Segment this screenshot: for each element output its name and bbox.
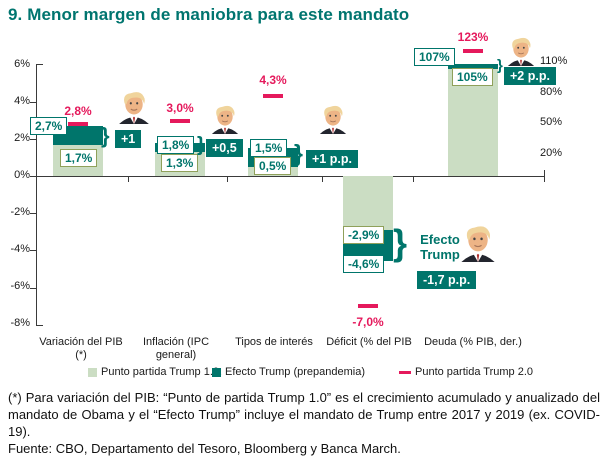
trump2-value-label: 4,3% (259, 73, 287, 87)
y-axis-tick-label: 2% (14, 132, 30, 144)
category-label-deficit: Déficit (% del PIB (326, 336, 412, 348)
value-box-light: -2,9% (343, 226, 385, 244)
trump-face-icon (119, 92, 149, 124)
left-axis-line (36, 64, 37, 326)
y-axis-right-tick-label: 50% (540, 116, 563, 128)
legend-item-trump1: Punto partida Trump 1.0. (88, 366, 222, 378)
footnote-text: (*) Para variación del PIB: “Punto de pa… (8, 390, 600, 440)
bar-punto-partida-deficit (343, 176, 393, 230)
y-axis-right-tick-label: 110% (540, 55, 568, 67)
effect-box: +1 p.p. (306, 150, 358, 168)
legend-swatch-pink-dash (399, 370, 411, 374)
trump2-marker-pib (68, 122, 88, 127)
left-axis-tick (30, 139, 36, 140)
left-axis-top-cap (36, 64, 43, 65)
legend-item-efecto: Efecto Trump (prepandemia) (212, 366, 365, 378)
category-tick (322, 176, 323, 182)
trump2-value-label: 123% (457, 30, 489, 44)
value-box-total: 1,5% (250, 139, 288, 157)
y-axis-right-tick-label: 80% (540, 86, 563, 98)
legend-swatch-light-green (88, 367, 97, 377)
category-label-deuda: Deuda (% PIB, der.) (424, 336, 522, 348)
effect-box: +2 p.p. (504, 67, 556, 85)
trump-face-icon (211, 105, 239, 134)
efecto-trump-annotation: Efecto Trump (420, 232, 460, 262)
trump2-marker-tipos (263, 94, 283, 99)
value-box-total: -4,6% (343, 255, 385, 273)
brace: } (497, 57, 503, 74)
y-axis-tick-label: 0% (14, 169, 30, 181)
y-axis-tick-label: 4% (14, 95, 30, 107)
value-box-total: 2,7% (30, 117, 68, 135)
trump2-marker-deuda (463, 48, 483, 53)
value-box-light: 1,7% (60, 149, 98, 167)
source-text: Fuente: CBO, Departamento del Tesoro, Bl… (8, 441, 401, 456)
value-box-light: 105% (452, 68, 493, 86)
trump2-marker-deficit (358, 303, 378, 308)
left-axis-tick (30, 102, 36, 103)
value-box-total: 1,8% (157, 136, 195, 154)
y-axis-tick-label: -4% (10, 243, 30, 255)
chart-title: 9. Menor margen de maniobra para este ma… (8, 5, 410, 24)
brace: } (393, 222, 408, 263)
category-tick (227, 176, 228, 182)
y-axis-right-tick-label: 20% (540, 147, 563, 159)
effect-box: +1 (115, 130, 142, 148)
category-label-tipos: Tipos de interés (235, 336, 313, 348)
bar-punto-partida-deuda (448, 69, 498, 176)
left-axis-tick (30, 176, 36, 177)
left-axis-tick (30, 213, 36, 214)
zero-baseline (36, 176, 545, 177)
legend-item-trump2: Punto partida Trump 2.0 (399, 366, 533, 378)
category-label-pib: Variación del PIB (*) (39, 336, 123, 362)
trump2-value-label: 2,8% (64, 104, 92, 118)
category-label-inflacion: Inflación (IPC general) (142, 336, 210, 362)
category-tick (413, 176, 414, 182)
category-tick (128, 176, 129, 182)
trump-face-icon (319, 105, 347, 134)
value-box-light: 1,3% (161, 154, 199, 172)
left-axis-tick (30, 288, 36, 289)
left-axis-tick (30, 250, 36, 251)
left-axis-bottom-cap (36, 325, 43, 326)
brace: } (197, 134, 205, 156)
trump2-value-label: 3,0% (166, 101, 194, 115)
trump-face-icon (507, 37, 535, 66)
brace: } (294, 140, 303, 166)
trump2-marker-inflacion (170, 118, 190, 123)
bar-efecto-trump-deuda (448, 64, 498, 69)
y-axis-tick-label: -6% (10, 280, 30, 292)
y-axis-tick-label: 6% (14, 58, 30, 70)
value-box-total: 107% (414, 48, 455, 66)
brace: } (101, 123, 110, 148)
y-axis-tick-label: -2% (10, 206, 30, 218)
effect-box: -1,7 p.p. (417, 271, 477, 289)
axis-end-tick (544, 170, 545, 182)
trump2-value-label: -7,0% (352, 315, 384, 329)
trump-face-icon (461, 226, 495, 262)
effect-box: +0,5 (206, 139, 243, 157)
legend-swatch-teal (212, 367, 221, 377)
y-axis-tick-label: -8% (10, 317, 30, 329)
value-box-light: 0,5% (254, 157, 292, 175)
